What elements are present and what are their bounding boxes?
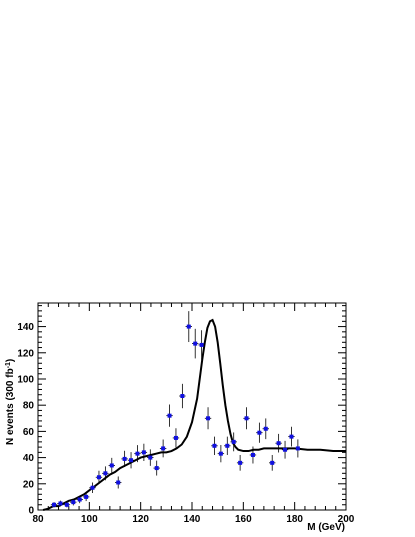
data-point xyxy=(225,443,230,448)
data-point xyxy=(257,430,262,435)
y-tick-label: 20 xyxy=(23,479,35,490)
data-point xyxy=(141,450,146,455)
data-point xyxy=(212,443,217,448)
data-point xyxy=(250,452,255,457)
data-point xyxy=(218,451,223,456)
x-axis-title: M (GeV) xyxy=(307,522,345,533)
data-point xyxy=(167,413,172,418)
y-tick-label: 40 xyxy=(23,453,35,464)
data-point xyxy=(186,324,191,329)
fit-curve-line xyxy=(42,318,346,511)
data-point xyxy=(135,451,140,456)
plot-area: 80 100 120 140 160 180 200 0 20 40 60 80 100 120 140 xyxy=(17,302,355,525)
plot-frame xyxy=(37,302,347,511)
y-tick-label: 0 xyxy=(28,506,34,517)
data-point xyxy=(129,458,134,463)
x-tick-label: 120 xyxy=(132,514,149,525)
data-point xyxy=(64,502,69,507)
data-point xyxy=(231,439,236,444)
data-point xyxy=(58,501,63,506)
x-tick-label: 100 xyxy=(81,514,98,525)
y-tick-label: 80 xyxy=(23,401,35,412)
data-point xyxy=(244,416,249,421)
x-tick-label: 160 xyxy=(235,514,252,525)
data-point xyxy=(180,394,185,399)
data-point xyxy=(276,441,281,446)
data-point xyxy=(148,455,153,460)
data-point xyxy=(161,446,166,451)
y-axis-title-main: N events (300 fb xyxy=(5,368,16,445)
data-point xyxy=(103,471,108,476)
data-point xyxy=(96,475,101,480)
x-tick-label: 140 xyxy=(184,514,201,525)
x-tick-label: 180 xyxy=(286,514,303,525)
y-tick-label: 140 xyxy=(17,322,34,333)
data-point xyxy=(109,463,114,468)
data-point xyxy=(122,456,127,461)
y-axis-title: N events (300 fb-1) xyxy=(5,359,17,445)
data-point xyxy=(199,342,204,347)
data-point xyxy=(84,494,89,499)
data-point xyxy=(173,435,178,440)
data-point xyxy=(238,460,243,465)
data-point xyxy=(77,497,82,502)
data-point xyxy=(263,426,268,431)
data-point xyxy=(193,341,198,346)
x-tick-label: 80 xyxy=(32,514,44,525)
data-point xyxy=(289,434,294,439)
data-point xyxy=(270,460,275,465)
data-point xyxy=(154,466,159,471)
data-point xyxy=(283,447,288,452)
data-point xyxy=(71,500,76,505)
data-point xyxy=(116,480,121,485)
y-axis-title-close: ) xyxy=(5,359,16,362)
y-tick-label: 60 xyxy=(23,427,35,438)
data-point xyxy=(295,446,300,451)
y-tick-label: 120 xyxy=(17,348,34,359)
data-point xyxy=(52,502,57,507)
x-tick-label: 200 xyxy=(338,514,355,525)
y-tick-label: 100 xyxy=(17,374,34,385)
data-point xyxy=(90,485,95,490)
y-axis-title-sup: -1 xyxy=(5,362,12,368)
data-point xyxy=(206,416,211,421)
